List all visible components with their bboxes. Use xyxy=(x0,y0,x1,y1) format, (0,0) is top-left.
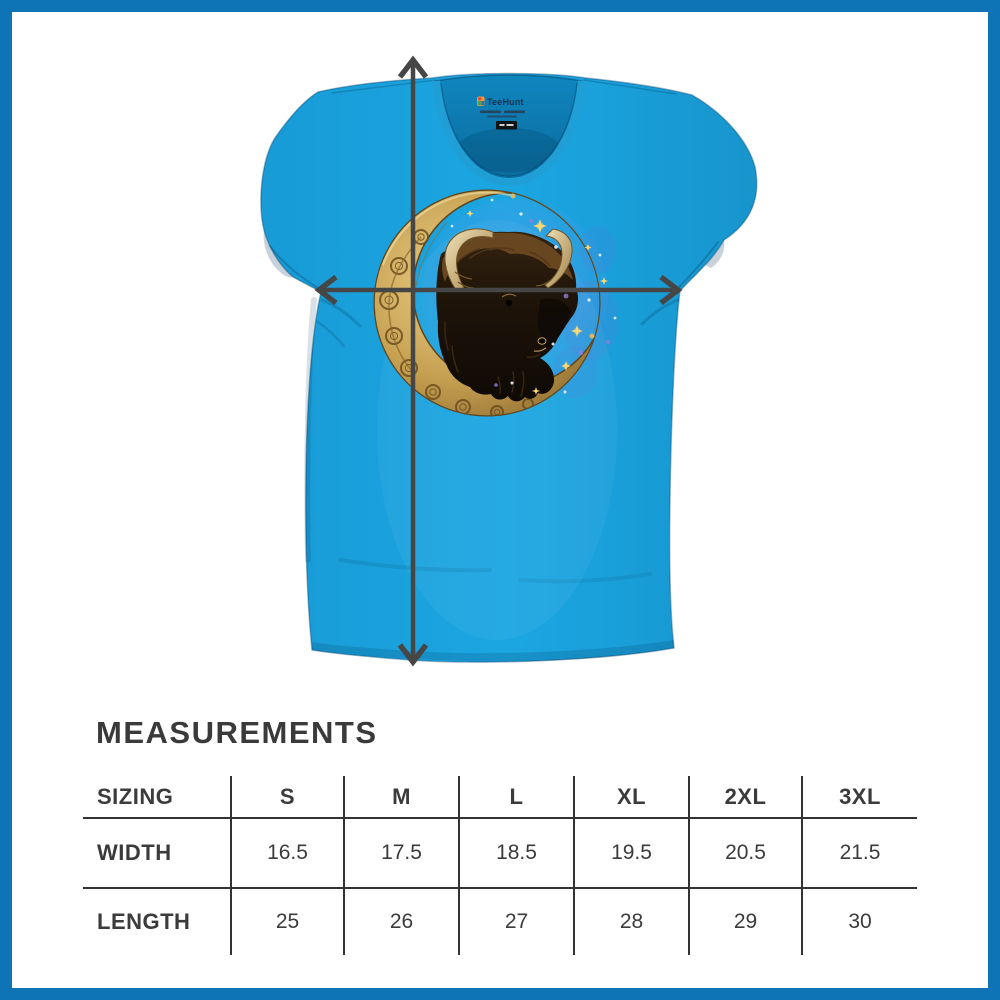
brand-logo-icon xyxy=(477,96,485,106)
tshirt-product-photo: TeeHunt xyxy=(260,55,758,667)
size-chart-header-cell: M xyxy=(345,776,460,817)
measurements-heading: MEASUREMENTS xyxy=(96,714,378,750)
size-tag xyxy=(496,121,517,130)
width-arrow xyxy=(314,274,683,306)
width-value: 17.5 xyxy=(345,817,460,887)
length-value: 26 xyxy=(345,887,460,955)
size-chart-header-cell: L xyxy=(460,776,575,817)
width-value: 21.5 xyxy=(803,817,917,887)
neck-label: TeeHunt xyxy=(477,96,525,130)
label-fine-print xyxy=(480,110,525,118)
brand-label-text: TeeHunt xyxy=(487,97,524,107)
size-chart-table: SIZING S M L XL 2XL 3XL WIDTH 16.5 17.5 … xyxy=(83,776,917,955)
bison-silhouette xyxy=(436,231,579,402)
celtic-knotwork xyxy=(379,221,534,417)
size-chart-header-cell: XL xyxy=(575,776,690,817)
width-row-label: WIDTH xyxy=(83,817,232,887)
bison-fur-cap xyxy=(441,232,573,282)
width-value: 16.5 xyxy=(232,817,345,887)
size-chart-header-cell: 2XL xyxy=(690,776,803,817)
size-chart-header-cell: S xyxy=(232,776,345,817)
length-value: 28 xyxy=(575,887,690,955)
size-chart-header-cell: SIZING xyxy=(83,776,232,817)
width-value: 19.5 xyxy=(575,817,690,887)
length-arrow xyxy=(397,55,429,667)
length-value: 27 xyxy=(460,887,575,955)
length-value: 25 xyxy=(232,887,345,955)
length-row-label: LENGTH xyxy=(83,887,232,955)
length-value: 29 xyxy=(690,887,803,955)
bison-nostril xyxy=(537,337,547,345)
bison-eye xyxy=(505,299,513,307)
width-value: 18.5 xyxy=(460,817,575,887)
bison-horn-right xyxy=(535,228,573,289)
size-chart-header-cell: 3XL xyxy=(839,783,881,809)
measurement-arrows xyxy=(314,55,683,667)
width-value: 20.5 xyxy=(690,817,803,887)
bison-head xyxy=(436,228,579,402)
stars xyxy=(450,198,617,395)
length-value: 30 xyxy=(803,887,917,955)
